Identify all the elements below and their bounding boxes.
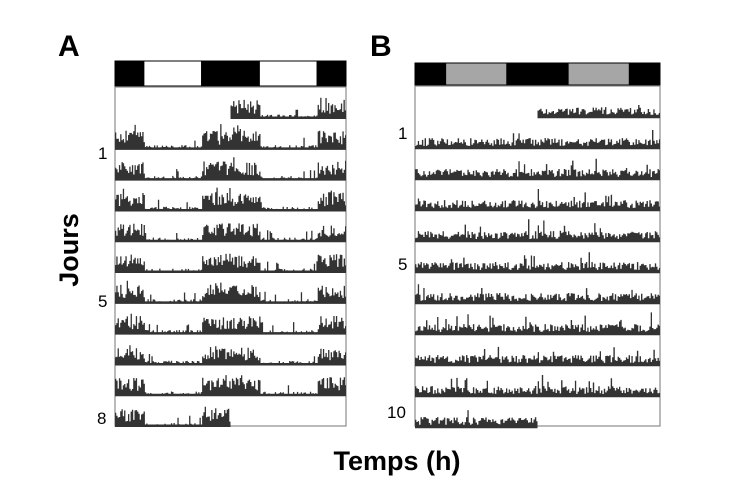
panel-a-lighting-bar — [114, 60, 347, 87]
lighting-segment-dark — [201, 60, 260, 87]
activity-trace — [115, 313, 346, 334]
activity-row — [415, 375, 660, 398]
x-axis-title: Temps (h) — [334, 446, 461, 476]
activity-row — [230, 97, 346, 120]
activity-trace — [115, 406, 231, 426]
activity-trace — [115, 187, 346, 211]
activity-row — [115, 406, 231, 428]
activity-row — [115, 280, 346, 304]
activity-row — [415, 189, 660, 212]
activity-trace — [115, 223, 346, 241]
activity-trace — [415, 346, 660, 365]
activity-trace — [537, 105, 660, 117]
panel-b-day-tick-1: 1 — [398, 124, 407, 143]
activity-trace — [415, 130, 660, 148]
panel-b-day-tick-5: 5 — [398, 255, 407, 274]
panel-a-day-tick-8: 8 — [97, 409, 106, 428]
activity-row — [415, 312, 660, 336]
activity-row — [415, 284, 660, 305]
activity-row — [115, 375, 346, 397]
lighting-segment-dark — [628, 62, 661, 86]
panel-a-activity-rows — [115, 97, 346, 428]
y-axis-title: Jours — [54, 213, 84, 287]
panel-a-day-tick-1: 1 — [98, 144, 107, 163]
activity-row — [115, 223, 346, 243]
panel-a-day-tick-5: 5 — [98, 292, 107, 311]
activity-row — [115, 157, 346, 181]
lighting-segment-subjective-day — [445, 62, 508, 86]
lighting-segment-light — [143, 60, 203, 87]
activity-trace — [415, 158, 660, 179]
panel-b-letter: B — [370, 30, 392, 63]
lighting-segment-subjective-day — [567, 62, 630, 86]
activity-row — [115, 313, 346, 335]
lighting-segment-dark — [114, 60, 145, 87]
lighting-segment-dark — [506, 62, 569, 86]
activity-trace — [415, 252, 660, 272]
activity-row — [115, 124, 346, 150]
activity-row — [415, 410, 538, 429]
activity-trace — [415, 284, 660, 303]
lighting-segment-dark — [414, 62, 447, 86]
activity-row — [115, 187, 346, 212]
panel-b-day-tick-10: 10 — [387, 403, 406, 422]
activity-trace — [415, 219, 660, 241]
activity-row — [415, 130, 660, 150]
lighting-segment-dark — [316, 60, 347, 87]
activity-trace — [415, 312, 660, 334]
activity-row — [115, 345, 346, 366]
activity-trace — [115, 157, 346, 180]
activity-trace — [230, 97, 346, 118]
activity-trace — [415, 375, 660, 396]
panel-a: A 1 5 8 — [58, 30, 347, 428]
activity-trace — [115, 253, 346, 272]
panel-a-letter: A — [58, 30, 80, 63]
activity-row — [537, 105, 660, 119]
lighting-segment-light — [258, 60, 318, 87]
panel-b-activity-rows — [415, 105, 660, 429]
panel-b: B 1 5 10 — [370, 30, 661, 429]
activity-trace — [115, 375, 346, 395]
activity-row — [415, 219, 660, 243]
activity-row — [415, 252, 660, 274]
panel-b-plot-frame — [414, 85, 661, 427]
activity-trace — [115, 124, 346, 149]
activity-trace — [115, 280, 346, 303]
activity-row — [415, 158, 660, 181]
activity-row — [415, 346, 660, 367]
activity-trace — [415, 189, 660, 210]
panel-b-lighting-bar — [414, 62, 661, 86]
activity-row — [115, 253, 346, 274]
activity-trace — [115, 345, 346, 365]
activity-trace — [415, 410, 538, 427]
